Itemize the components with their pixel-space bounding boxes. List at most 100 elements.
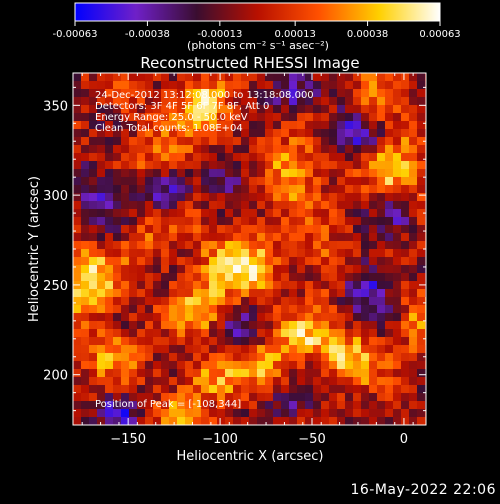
heatmap-cell xyxy=(193,97,202,106)
heatmap-cell xyxy=(209,129,218,138)
heatmap-cell xyxy=(297,201,306,210)
heatmap-cell xyxy=(257,305,266,314)
heatmap-cell xyxy=(89,209,98,218)
heatmap-cell xyxy=(385,273,394,282)
colorbar-tick-label: 0.00038 xyxy=(347,29,388,40)
heatmap-cell xyxy=(409,313,418,322)
heatmap-cell xyxy=(73,217,82,226)
heatmap-cell xyxy=(233,113,242,122)
heatmap-cell xyxy=(153,241,162,250)
heatmap-cell xyxy=(209,185,218,194)
heatmap-cell xyxy=(289,337,298,346)
heatmap-cell xyxy=(377,385,386,394)
heatmap-cell xyxy=(241,369,250,378)
heatmap-cell xyxy=(297,209,306,218)
heatmap-cell xyxy=(393,257,402,266)
heatmap-cell xyxy=(209,297,218,306)
heatmap-cell xyxy=(401,369,410,378)
heatmap-cell xyxy=(353,105,362,114)
heatmap-cell xyxy=(249,201,258,210)
heatmap-cell xyxy=(81,153,90,162)
heatmap-cell xyxy=(73,257,82,266)
heatmap-cell xyxy=(129,89,138,98)
heatmap-cell xyxy=(137,113,146,122)
heatmap-cell xyxy=(129,73,138,82)
heatmap-cell xyxy=(105,313,114,322)
heatmap-cell xyxy=(297,89,306,98)
heatmap-cell xyxy=(417,129,426,138)
heatmap-cell xyxy=(105,129,114,138)
heatmap-cell xyxy=(361,105,370,114)
heatmap-cell xyxy=(233,321,242,330)
heatmap-cell xyxy=(249,257,258,266)
heatmap-cell xyxy=(89,369,98,378)
heatmap-cell xyxy=(233,161,242,170)
heatmap-cell xyxy=(209,361,218,370)
heatmap-cell xyxy=(201,201,210,210)
heatmap-cell xyxy=(289,129,298,138)
heatmap-cell xyxy=(273,273,282,282)
heatmap-cell xyxy=(289,97,298,106)
heatmap-cell xyxy=(89,353,98,362)
heatmap-cell xyxy=(377,305,386,314)
heatmap-cell xyxy=(249,393,258,402)
heatmap-cell xyxy=(129,209,138,218)
heatmap-cell xyxy=(81,105,90,114)
heatmap-cell xyxy=(137,81,146,90)
heatmap-cell xyxy=(201,129,210,138)
heatmap-cell xyxy=(153,321,162,330)
heatmap-cell xyxy=(129,345,138,354)
heatmap-cell xyxy=(369,257,378,266)
heatmap-cell xyxy=(169,417,178,425)
heatmap-cell xyxy=(361,345,370,354)
heatmap-cell xyxy=(313,393,322,402)
heatmap-cell xyxy=(129,113,138,122)
heatmap-cell xyxy=(273,289,282,298)
heatmap-cell xyxy=(369,385,378,394)
heatmap-cell xyxy=(137,201,146,210)
heatmap-cell xyxy=(273,113,282,122)
heatmap-cell xyxy=(185,73,194,82)
heatmap-cell xyxy=(241,297,250,306)
heatmap-cell xyxy=(97,169,106,178)
heatmap-cell xyxy=(353,313,362,322)
heatmap-cell xyxy=(305,241,314,250)
heatmap-cell xyxy=(81,177,90,186)
heatmap-cell xyxy=(97,321,106,330)
x-axis-tick-label: 0 xyxy=(400,432,408,447)
heatmap-cell xyxy=(385,369,394,378)
heatmap-cell xyxy=(73,201,82,210)
heatmap-cell xyxy=(369,121,378,130)
heatmap-cell xyxy=(257,177,266,186)
heatmap-cell xyxy=(145,217,154,226)
heatmap-cell xyxy=(113,353,122,362)
heatmap-cell xyxy=(353,361,362,370)
heatmap-cell xyxy=(185,393,194,402)
heatmap-cell xyxy=(353,265,362,274)
heatmap-cell xyxy=(177,185,186,194)
heatmap-cell xyxy=(145,121,154,130)
heatmap-cell xyxy=(313,289,322,298)
heatmap-cell xyxy=(353,417,362,425)
heatmap-cell xyxy=(369,225,378,234)
heatmap-cell xyxy=(409,409,418,418)
heatmap-cell xyxy=(89,129,98,138)
heatmap-cell xyxy=(177,273,186,282)
heatmap-cell xyxy=(129,161,138,170)
heatmap-cell xyxy=(273,345,282,354)
heatmap-cell xyxy=(281,313,290,322)
heatmap-cell xyxy=(409,129,418,138)
heatmap-cell xyxy=(113,273,122,282)
heatmap-cell xyxy=(265,161,274,170)
heatmap-cell xyxy=(81,305,90,314)
colorbar-unit-label: (photons cm⁻² s⁻¹ asec⁻²) xyxy=(187,39,329,52)
heatmap-cell xyxy=(209,73,218,82)
heatmap-cell xyxy=(337,81,346,90)
heatmap-cell xyxy=(153,113,162,122)
heatmap-cell xyxy=(321,305,330,314)
heatmap-cell xyxy=(329,361,338,370)
heatmap-cell xyxy=(105,89,114,98)
heatmap-cell xyxy=(225,337,234,346)
heatmap-cell xyxy=(97,377,106,386)
heatmap-cell xyxy=(417,377,426,386)
